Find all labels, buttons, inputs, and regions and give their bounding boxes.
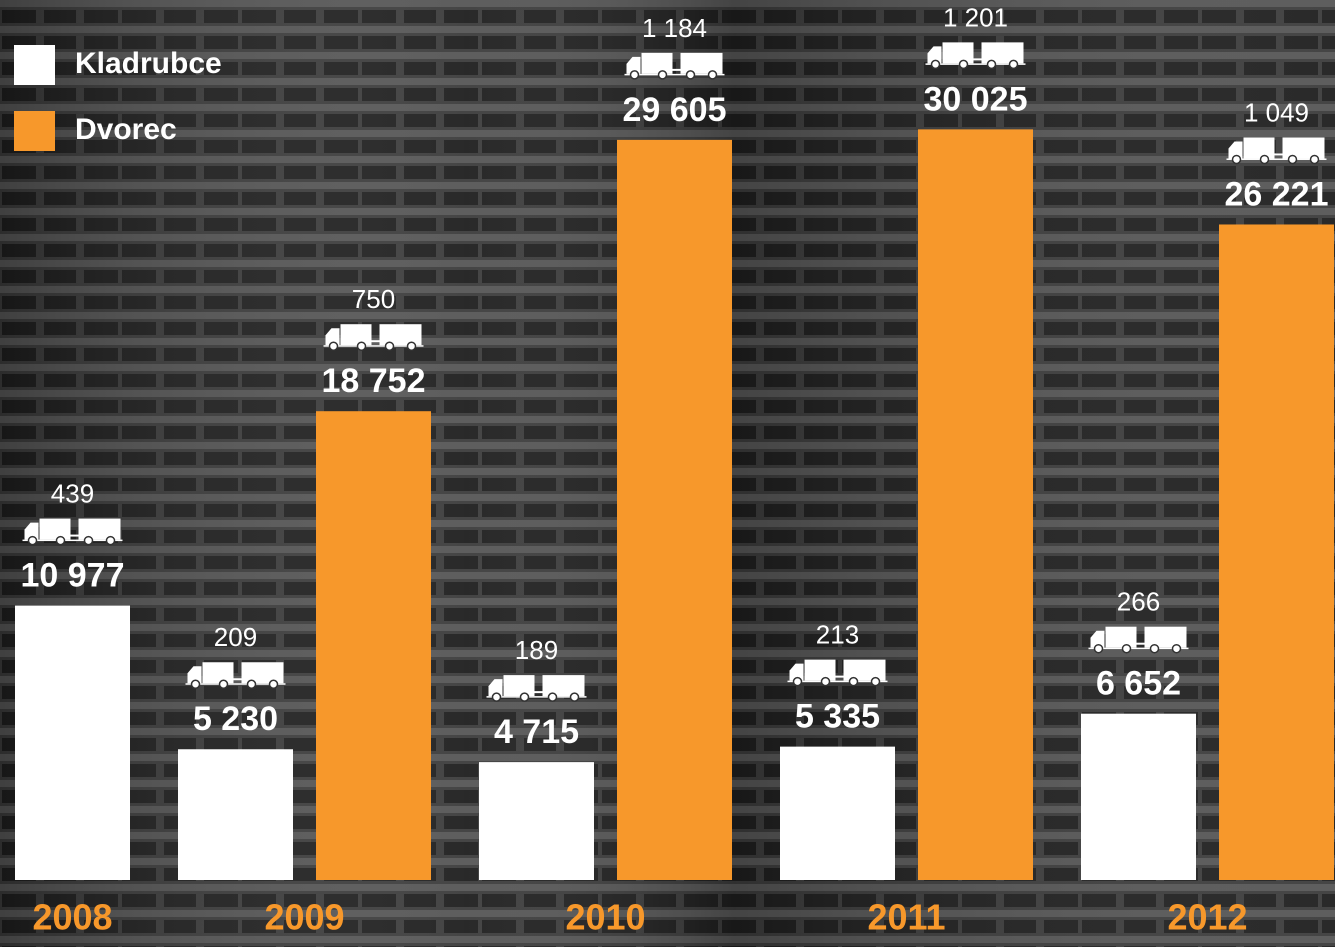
bar — [1081, 713, 1196, 880]
truck-count: 1 201 — [943, 2, 1008, 32]
value-label: 5 230 — [193, 700, 278, 738]
value-label: 6 652 — [1096, 665, 1181, 703]
truck-count: 189 — [515, 635, 558, 665]
legend-label: Kladrubce — [75, 47, 222, 80]
x-tick-label: 2009 — [264, 897, 344, 938]
bar — [617, 139, 732, 880]
bar — [479, 762, 594, 880]
value-label: 29 605 — [623, 91, 727, 129]
bar — [918, 129, 1033, 880]
bar — [15, 605, 130, 880]
value-label: 30 025 — [924, 80, 1028, 118]
bar — [780, 746, 895, 880]
legend-swatch — [14, 111, 55, 151]
truck-count: 209 — [214, 622, 257, 652]
truck-count: 213 — [816, 620, 859, 650]
truck-count: 266 — [1117, 587, 1160, 617]
value-label: 4 715 — [494, 713, 579, 751]
x-tick-label: 2010 — [565, 897, 645, 938]
legend-label: Dvorec — [75, 113, 177, 146]
value-label: 10 977 — [21, 557, 125, 595]
truck-count: 1 049 — [1244, 97, 1309, 127]
x-tick-label: 2008 — [32, 897, 112, 938]
legend-swatch — [14, 45, 55, 85]
x-tick-label: 2012 — [1167, 897, 1247, 938]
bar — [178, 749, 293, 880]
x-tick-label: 2011 — [867, 897, 945, 938]
truck-count: 1 184 — [642, 13, 707, 43]
bar — [1219, 224, 1334, 881]
truck-count: 750 — [352, 284, 395, 314]
truck-count: 439 — [51, 478, 94, 508]
value-label: 18 752 — [322, 362, 426, 400]
value-label: 5 335 — [795, 698, 880, 736]
value-label: 26 221 — [1225, 175, 1329, 213]
bar — [316, 411, 431, 880]
